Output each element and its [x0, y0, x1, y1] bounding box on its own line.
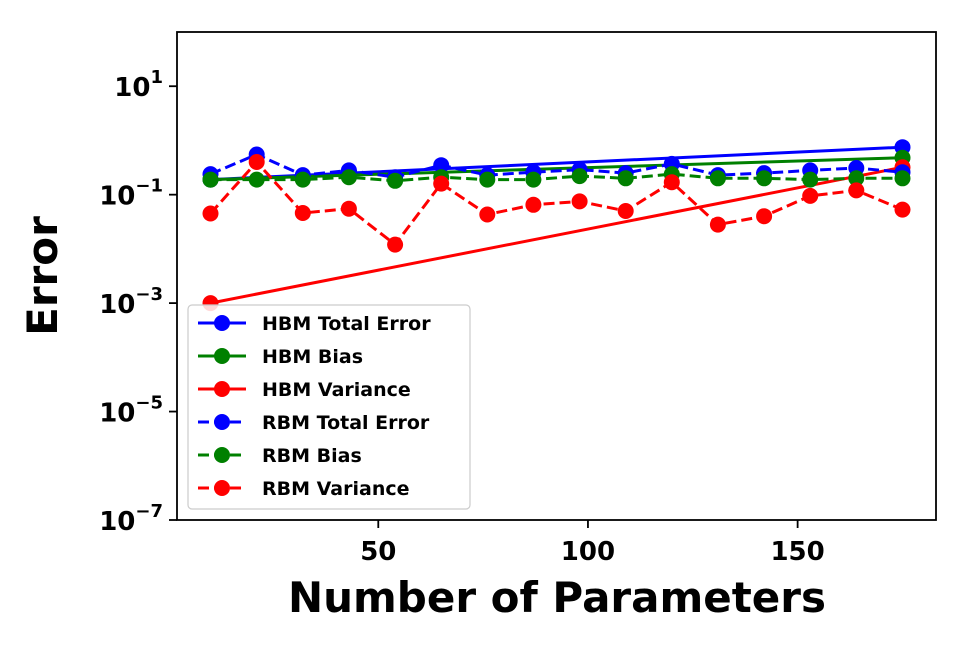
- data-point: [802, 187, 819, 204]
- legend-label: RBM Variance: [262, 478, 410, 500]
- x-tick-label: 100: [561, 537, 615, 567]
- data-point: [479, 206, 496, 223]
- series-line: [210, 165, 903, 305]
- legend-marker: [214, 414, 230, 430]
- data-point: [617, 170, 634, 187]
- series-line: [210, 156, 903, 182]
- data-point: [479, 171, 496, 188]
- data-point: [340, 169, 357, 186]
- data-point: [248, 154, 265, 170]
- legend-entry: RBM Bias: [198, 445, 362, 467]
- y-axis-title: Error: [18, 216, 67, 336]
- data-point: [340, 200, 357, 217]
- y-tick-label: 10−7: [99, 501, 163, 537]
- data-point: [525, 171, 542, 188]
- data-point: [571, 193, 588, 210]
- data-point: [663, 174, 680, 191]
- legend: HBM Total Error HBM Bias HBM Variance RBM T…: [187, 304, 471, 510]
- data-point: [387, 172, 404, 189]
- legend-label: RBM Total Error: [262, 412, 430, 434]
- data-point: [848, 170, 865, 187]
- legend-marker: [214, 381, 230, 397]
- series-line: [209, 159, 904, 247]
- legend-marker: [214, 447, 230, 463]
- legend-entry: RBM Variance: [198, 478, 410, 500]
- y-tick-label: 10−3: [99, 284, 163, 320]
- data-point: [894, 170, 911, 187]
- legend-box: [187, 304, 471, 510]
- legend-label: HBM Total Error: [262, 313, 431, 335]
- y-tick-label: 10−5: [99, 393, 163, 429]
- legend-entry: RBM Total Error: [198, 412, 430, 434]
- x-tick-label: 150: [770, 537, 824, 567]
- series-line: [209, 152, 903, 179]
- data-point: [294, 205, 311, 221]
- legend-marker: [214, 315, 230, 331]
- legend-entry: HBM Total Error: [198, 313, 431, 335]
- series-layer: [202, 139, 911, 312]
- legend-label: HBM Variance: [262, 379, 411, 401]
- data-point: [248, 171, 265, 188]
- data-point: [617, 203, 634, 219]
- data-point: [294, 171, 311, 188]
- series-line: [210, 172, 903, 183]
- data-point: [571, 168, 588, 185]
- data-point: [433, 157, 450, 174]
- data-point: [894, 201, 911, 218]
- plot-frame: [176, 31, 937, 521]
- data-point: [709, 170, 726, 187]
- x-tick-label: 50: [360, 537, 396, 567]
- data-point: [848, 182, 865, 199]
- legend-label: HBM Bias: [262, 346, 363, 368]
- data-point: [756, 208, 773, 225]
- x-ticks: 50 100 150: [360, 520, 825, 567]
- y-tick-label: 101: [114, 67, 163, 103]
- data-point: [525, 196, 542, 213]
- data-point: [433, 175, 450, 192]
- legend-marker: [214, 480, 230, 496]
- legend-marker: [214, 348, 230, 364]
- data-point: [709, 216, 726, 233]
- y-tick-label: 10−1: [99, 176, 163, 212]
- data-point: [387, 236, 404, 253]
- data-point: [756, 170, 773, 187]
- x-axis-title: Number of Parameters: [288, 573, 826, 622]
- legend-entry: HBM Variance: [198, 379, 411, 401]
- data-point: [802, 171, 819, 188]
- data-point: [202, 205, 219, 222]
- legend-label: RBM Bias: [262, 445, 362, 467]
- data-point: [202, 171, 219, 188]
- series-rbm-variance: [202, 154, 911, 253]
- series-line: [210, 145, 903, 182]
- legend-entry: HBM Bias: [198, 346, 363, 368]
- y-ticks: 101 10−1 10−3 10−5 10−7: [99, 67, 177, 537]
